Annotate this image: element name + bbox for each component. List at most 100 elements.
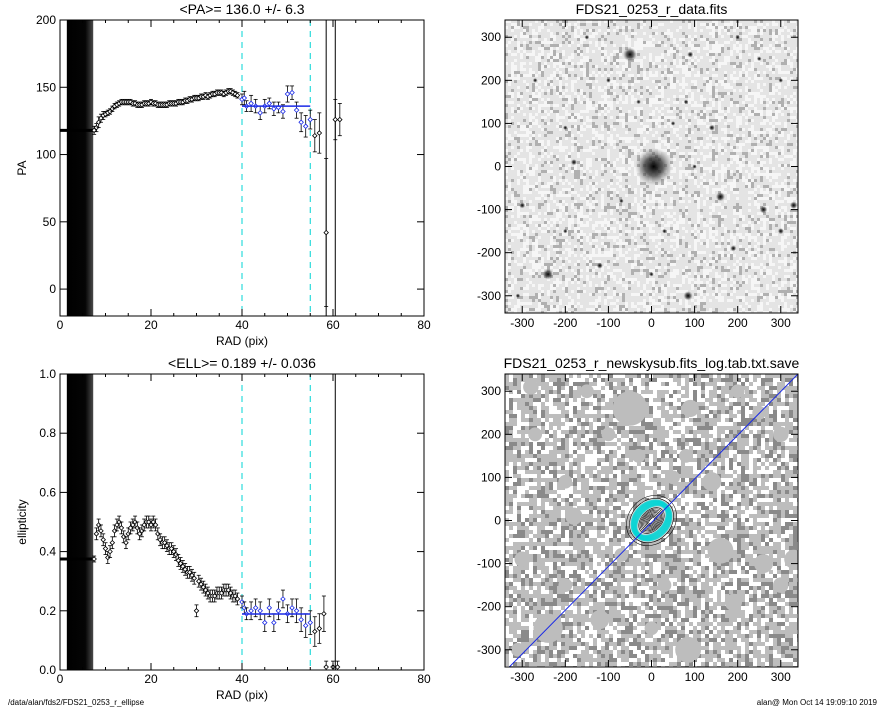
mask-region [681, 399, 699, 418]
data-point [134, 521, 141, 535]
x-tick-label: 80 [417, 672, 431, 686]
data-point [232, 589, 238, 603]
y-tick-label: 100 [481, 470, 501, 484]
data-point [234, 92, 241, 99]
x-tick-label: 60 [326, 318, 340, 332]
x-tick-label: 200 [728, 316, 748, 330]
source-blob [562, 125, 568, 131]
x-tick-label: -200 [553, 670, 577, 684]
data-point [91, 555, 97, 563]
y-tick-label: 200 [36, 13, 56, 27]
mask-region [730, 384, 745, 399]
mask-region [528, 427, 543, 442]
data-point [157, 533, 163, 547]
source-blob [596, 262, 603, 269]
mask-region [707, 537, 734, 564]
chart-title: <ELL>= 0.189 +/- 0.036 [168, 355, 316, 371]
data-point [127, 521, 134, 535]
y-tick-label: 200 [481, 73, 501, 87]
data-point [321, 595, 327, 632]
data-point [114, 518, 120, 532]
data-point [109, 536, 116, 550]
data-point [302, 115, 309, 138]
mask-region [631, 448, 646, 463]
data-point [168, 542, 175, 555]
data-point [136, 527, 143, 541]
y-tick-label: 150 [36, 80, 56, 94]
image-area [505, 20, 798, 313]
y-tick-label: 50 [43, 215, 57, 229]
data-point [261, 613, 268, 632]
x-tick-label: 40 [235, 318, 249, 332]
data-point [275, 601, 282, 621]
data-point [107, 108, 113, 115]
mask-region [614, 548, 629, 562]
mask-region [514, 551, 530, 568]
data-point [182, 563, 188, 576]
source-blob [532, 77, 538, 83]
x-tick-label: 0 [648, 316, 655, 330]
data-point [307, 109, 314, 130]
data-point [93, 527, 100, 541]
data-point [323, 158, 329, 307]
mask-region [644, 621, 659, 636]
chart-title: <PA>= 136.0 +/- 6.3 [179, 1, 304, 17]
data-point [241, 90, 248, 106]
data-point [107, 545, 113, 558]
mask-region [523, 379, 539, 395]
source-blob [662, 228, 667, 234]
data-point [275, 101, 282, 114]
y-tick-label: 100 [36, 148, 56, 162]
data-point [271, 101, 277, 116]
data-point [148, 518, 154, 532]
x-tick-label: -100 [596, 316, 620, 330]
data-point [225, 583, 232, 597]
mask-region [784, 549, 798, 569]
source-blob [683, 99, 689, 105]
data-point [280, 589, 286, 609]
data-point [302, 613, 309, 638]
data-point [280, 104, 286, 119]
mask-region [773, 577, 789, 593]
y-tick-label: -100 [477, 557, 501, 571]
y-tick-label: -300 [477, 643, 501, 657]
source-blob [708, 124, 715, 131]
x-tick-label: -300 [510, 316, 534, 330]
mask-region [511, 642, 525, 657]
data-point [196, 574, 202, 588]
data-point [189, 568, 195, 582]
chart-title: FDS21_0253_r_data.fits [576, 1, 728, 17]
source-blob [715, 192, 726, 202]
y-tick-label: 100 [481, 116, 501, 130]
inner-dark-band [66, 20, 94, 316]
data-point [170, 545, 177, 558]
data-point [271, 613, 277, 632]
mask-region [754, 554, 774, 574]
data-point [95, 518, 102, 532]
source-blob [735, 34, 741, 40]
inner-dark-band [66, 374, 94, 670]
y-tick-label: -100 [477, 203, 501, 217]
data-point [120, 530, 127, 544]
mask-region [612, 391, 648, 426]
source-blob [542, 268, 554, 280]
data-point [161, 536, 168, 550]
data-point [102, 542, 109, 555]
x-tick-label: 40 [235, 672, 249, 686]
source-blob [606, 77, 611, 83]
data-point [186, 565, 193, 579]
y-axis-label: ellipticity [15, 499, 29, 544]
mask-region [590, 610, 610, 630]
x-tick-label: 80 [417, 318, 431, 332]
data-point [257, 601, 263, 621]
data-point [150, 515, 157, 529]
source-blob [636, 99, 641, 105]
y-tick-label: 200 [481, 427, 501, 441]
noise-light [505, 374, 798, 667]
mask-region [724, 593, 742, 611]
data-point [193, 604, 200, 618]
data-point [266, 97, 273, 110]
chart-title: FDS21_0253_r_newskysub.fits_log.tab.txt.… [504, 355, 800, 371]
y-tick-label: 1.0 [39, 367, 56, 381]
x-tick-label: 20 [144, 672, 158, 686]
